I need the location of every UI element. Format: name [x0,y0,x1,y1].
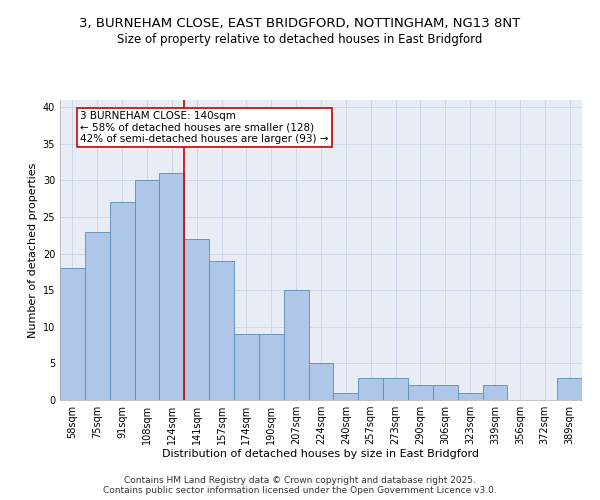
Bar [308,364,334,400]
Bar [433,386,458,400]
Bar [134,180,160,400]
Bar [160,173,184,400]
Bar [284,290,308,400]
Bar [458,392,482,400]
Bar [334,392,358,400]
Bar [408,386,433,400]
Text: 3 BURNEHAM CLOSE: 140sqm
← 58% of detached houses are smaller (128)
42% of semi-: 3 BURNEHAM CLOSE: 140sqm ← 58% of detach… [80,111,328,144]
Text: Contains HM Land Registry data © Crown copyright and database right 2025.
Contai: Contains HM Land Registry data © Crown c… [103,476,497,495]
Bar [557,378,582,400]
Bar [110,202,134,400]
Y-axis label: Number of detached properties: Number of detached properties [28,162,38,338]
Bar [209,261,234,400]
Bar [482,386,508,400]
Text: Size of property relative to detached houses in East Bridgford: Size of property relative to detached ho… [118,32,482,46]
Bar [184,239,209,400]
Bar [60,268,85,400]
Bar [259,334,284,400]
Bar [85,232,110,400]
Bar [383,378,408,400]
X-axis label: Distribution of detached houses by size in East Bridgford: Distribution of detached houses by size … [163,448,479,458]
Bar [234,334,259,400]
Bar [358,378,383,400]
Text: 3, BURNEHAM CLOSE, EAST BRIDGFORD, NOTTINGHAM, NG13 8NT: 3, BURNEHAM CLOSE, EAST BRIDGFORD, NOTTI… [79,18,521,30]
